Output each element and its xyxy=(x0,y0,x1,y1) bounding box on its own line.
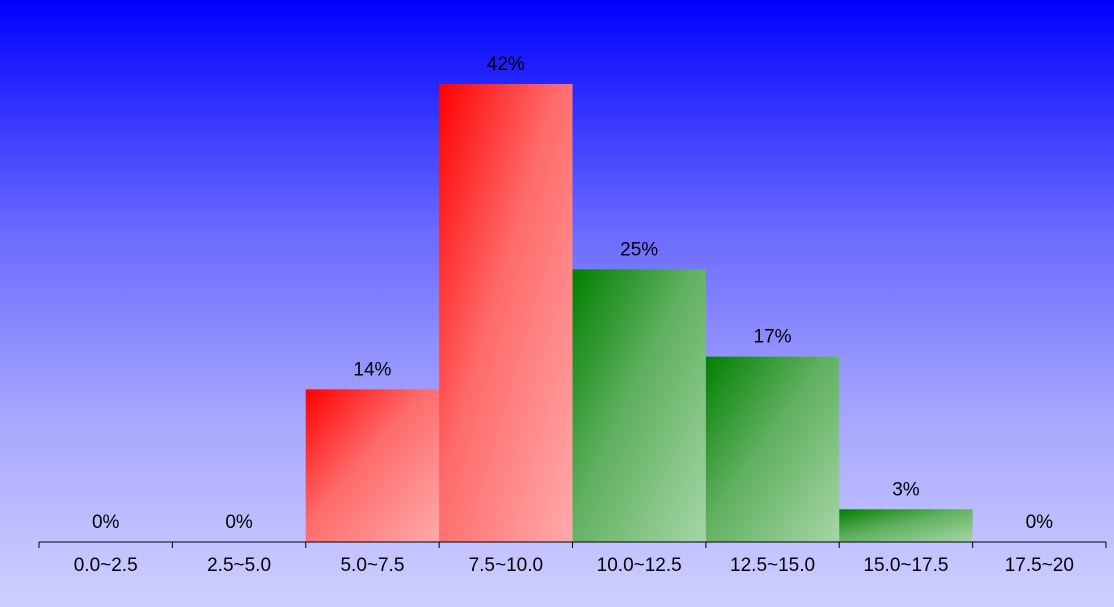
bar-7.5~10.0 xyxy=(439,84,573,542)
x-tick-label: 12.5~15.0 xyxy=(730,555,815,576)
x-tick-label: 10.0~12.5 xyxy=(597,555,682,576)
x-tick-label: 0.0~2.5 xyxy=(74,555,138,576)
value-label: 0% xyxy=(225,512,253,533)
value-label: 3% xyxy=(892,479,920,500)
x-axis: 0.0~2.5 2.5~5.0 5.0~7.5 7.5~10.0 10.0~12.5 12… xyxy=(38,541,1107,576)
x-tick-label: 7.5~10.0 xyxy=(469,555,544,576)
x-tick-label: 17.5~20 xyxy=(1005,555,1074,576)
x-tick-label: 15.0~17.5 xyxy=(863,555,948,576)
value-label: 42% xyxy=(487,54,525,75)
value-labels-group: 0% 0% 14% 42% 25% 17% 3% 0% xyxy=(92,54,1053,533)
bar-12.5~15.0 xyxy=(705,356,840,542)
x-tick-label: 2.5~5.0 xyxy=(207,555,271,576)
bar-5.0~7.5 xyxy=(305,389,440,542)
bar-15.0~17.5 xyxy=(839,509,973,542)
value-label: 14% xyxy=(353,359,391,380)
value-label: 0% xyxy=(92,512,120,533)
value-label: 17% xyxy=(754,327,792,348)
x-tick-label: 5.0~7.5 xyxy=(340,555,404,576)
value-label: 0% xyxy=(1026,512,1054,533)
value-label: 25% xyxy=(620,239,658,260)
bars-group xyxy=(305,84,973,542)
bar-10.0~12.5 xyxy=(572,269,706,542)
